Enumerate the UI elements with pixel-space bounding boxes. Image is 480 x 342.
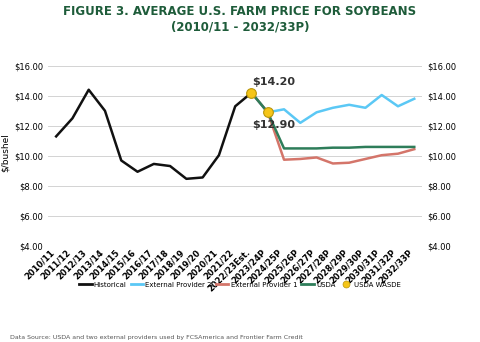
Text: (2010/11 - 2032/33P): (2010/11 - 2032/33P)	[171, 21, 309, 34]
Y-axis label: $/bushel: $/bushel	[1, 133, 10, 172]
Text: FIGURE 3. AVERAGE U.S. FARM PRICE FOR SOYBEANS: FIGURE 3. AVERAGE U.S. FARM PRICE FOR SO…	[63, 5, 417, 18]
Legend: Historical, External Provider 2, External Provider 1, USDA, USDA WASDE: Historical, External Provider 2, Externa…	[76, 279, 404, 290]
Text: $12.90: $12.90	[252, 120, 295, 130]
Text: Data Source: USDA and two external providers used by FCSAmerica and Frontier Far: Data Source: USDA and two external provi…	[10, 335, 302, 340]
Text: $14.20: $14.20	[252, 78, 295, 88]
